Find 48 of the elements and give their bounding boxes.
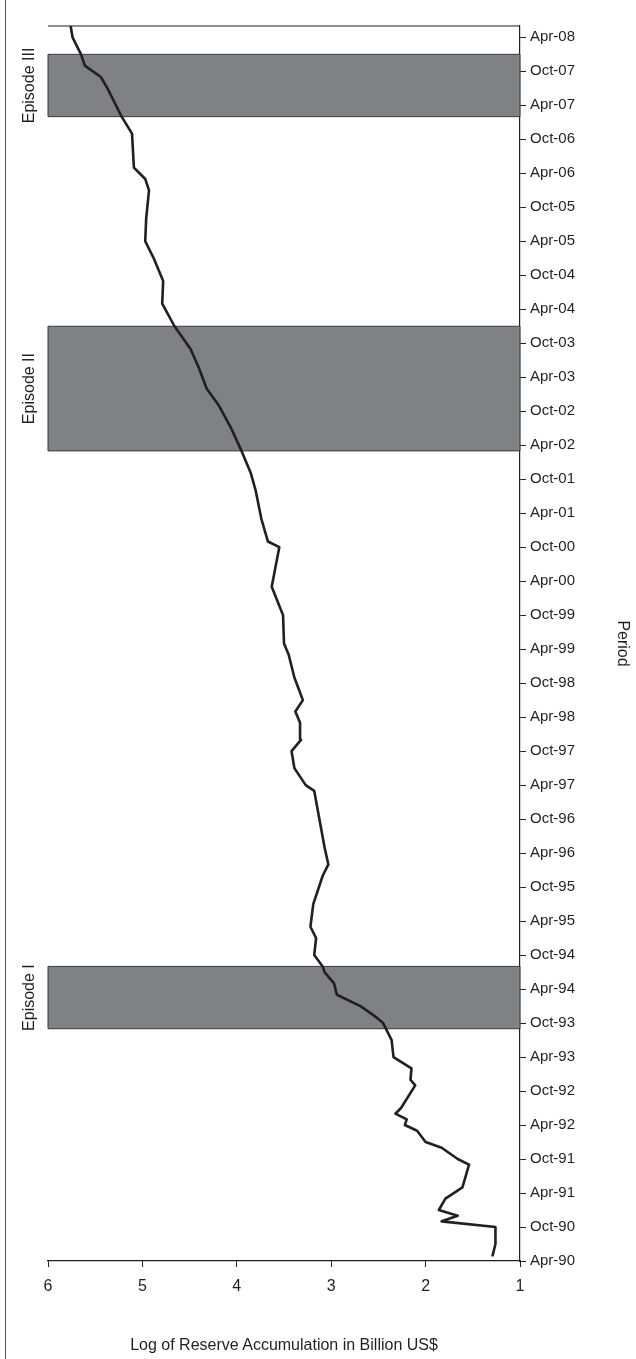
y-tick-label: Oct-99 — [530, 605, 576, 623]
y-tick-label: Apr-90 — [530, 1251, 576, 1269]
y-tick-label: Oct-94 — [530, 945, 576, 963]
y-tick-label: Oct-93 — [530, 1013, 576, 1031]
y-axis-title: Period — [614, 620, 632, 667]
y-tick-label: Apr-98 — [530, 707, 576, 725]
band-label: Episode III — [20, 47, 38, 124]
y-tick-label: Oct-92 — [530, 1081, 576, 1099]
band-label: Episode II — [20, 352, 38, 425]
x-tick-label: 1 — [515, 1277, 525, 1295]
x-tick-label: 5 — [137, 1277, 147, 1295]
y-tick-label: Apr-07 — [530, 95, 576, 113]
y-tick-label: Apr-05 — [530, 231, 576, 249]
y-tick-label: Apr-99 — [530, 639, 576, 657]
y-tick-label: Oct-96 — [530, 809, 576, 827]
y-tick-label: Apr-92 — [530, 1115, 576, 1133]
y-tick-label: Apr-06 — [530, 163, 576, 181]
y-tick-label: Apr-03 — [530, 367, 576, 385]
y-tick-label: Oct-06 — [530, 129, 576, 147]
y-tick-label: Apr-04 — [530, 299, 576, 317]
y-tick-label: Oct-97 — [530, 741, 576, 759]
y-tick-label: Apr-01 — [530, 503, 576, 521]
y-tick-label: Apr-91 — [530, 1183, 576, 1201]
y-tick-label: Apr-00 — [530, 571, 576, 589]
y-tick-label: Oct-07 — [530, 61, 576, 79]
y-tick-label: Apr-93 — [530, 1047, 576, 1065]
x-tick-label: 3 — [326, 1277, 336, 1295]
y-tick-label: Apr-95 — [530, 911, 576, 929]
y-tick-label: Apr-08 — [530, 27, 576, 45]
y-tick-label: Oct-91 — [530, 1149, 576, 1167]
y-tick-label: Oct-98 — [530, 673, 576, 691]
band-label: Episode I — [20, 964, 38, 1031]
y-tick-label: Apr-97 — [530, 775, 576, 793]
y-tick-label: Apr-02 — [530, 435, 576, 453]
y-tick-label: Oct-90 — [530, 1217, 576, 1235]
x-axis-title: Log of Reserve Accumulation in Billion US$ — [130, 1335, 438, 1353]
y-tick-label: Oct-04 — [530, 265, 576, 283]
y-tick-label: Apr-96 — [530, 843, 576, 861]
x-tick-label: 6 — [43, 1277, 53, 1295]
y-tick-label: Apr-94 — [530, 979, 576, 997]
y-tick-label: Oct-01 — [530, 469, 576, 487]
x-tick-label: 4 — [232, 1277, 242, 1295]
x-tick-label: 2 — [421, 1277, 431, 1295]
y-tick-label: Oct-95 — [530, 877, 576, 895]
y-tick-label: Oct-02 — [530, 401, 576, 419]
y-tick-label: Oct-05 — [530, 197, 576, 215]
y-tick-label: Oct-00 — [530, 537, 576, 555]
y-tick-label: Oct-03 — [530, 333, 576, 351]
